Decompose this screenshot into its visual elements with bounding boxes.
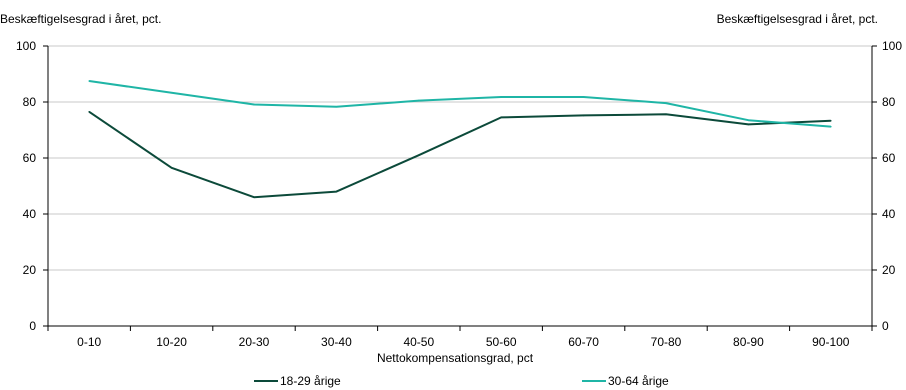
- left-y-tick-label: 80: [23, 95, 37, 109]
- data-point: [747, 119, 750, 121]
- data-point: [747, 123, 750, 126]
- right-y-tick-label: 20: [882, 263, 896, 277]
- left-y-tick-label: 0: [29, 319, 36, 333]
- data-point: [582, 96, 585, 98]
- data-point: [253, 103, 255, 106]
- left-y-tick-label: 60: [23, 151, 37, 165]
- left-y-axis: 0 20 40 60 80 100: [16, 39, 49, 333]
- data-point: [830, 119, 832, 122]
- left-y-tick-label: 40: [23, 207, 37, 221]
- legend-label-2: 30-64 årige: [608, 374, 669, 388]
- data-point: [500, 96, 503, 98]
- right-y-tick-label: 0: [882, 319, 889, 333]
- data-point: [665, 102, 667, 104]
- series-lines: [88, 80, 832, 199]
- data-point: [830, 125, 832, 128]
- x-tick-label: 40-50: [403, 335, 434, 349]
- y-axis-title-right: Beskæftigelsesgrad i året, pct.: [717, 12, 878, 26]
- x-tick-label: 20-30: [239, 335, 270, 349]
- data-point: [88, 111, 90, 113]
- x-tick-label: 70-80: [651, 335, 682, 349]
- x-axis: 0-10 10-20 20-30 30-40 40-50 50-60 60-70 70-80 8…: [47, 325, 873, 349]
- x-tick-label: 60-70: [568, 335, 599, 349]
- gridlines: [48, 45, 872, 327]
- x-tick-label: 0-10: [77, 335, 101, 349]
- right-y-tick-label: 60: [882, 151, 896, 165]
- data-point: [665, 113, 667, 116]
- data-point: [335, 190, 338, 193]
- data-point: [253, 196, 255, 198]
- data-point: [170, 167, 173, 169]
- x-tick-label: 80-90: [733, 335, 764, 349]
- left-y-tick-label: 100: [16, 39, 36, 53]
- left-y-tick-label: 20: [23, 263, 37, 277]
- x-axis-title: Nettokompensationsgrad, pct: [377, 351, 534, 365]
- legend-label-1: 18-29 årige: [280, 374, 341, 388]
- data-point: [335, 105, 338, 108]
- right-y-tick-label: 80: [882, 95, 896, 109]
- x-tick-label: 50-60: [486, 335, 517, 349]
- right-y-tick-label: 100: [882, 39, 902, 53]
- data-point: [500, 116, 503, 119]
- x-tick-label: 30-40: [321, 335, 352, 349]
- x-tick-label: 90-100: [812, 335, 850, 349]
- right-y-tick-label: 40: [882, 207, 896, 221]
- data-point: [418, 154, 420, 156]
- data-point: [170, 91, 173, 94]
- data-point: [418, 99, 420, 102]
- series-line-2: [89, 80, 831, 128]
- data-point: [88, 80, 90, 82]
- series-line-1: [88, 110, 831, 199]
- legend: 18-29 årige 30-64 årige: [254, 374, 669, 388]
- y-axis-title-left: Beskæftigelsesgrad i året, pct.: [0, 12, 161, 26]
- data-point: [582, 114, 585, 117]
- right-y-axis: 0 20 40 60 80 100: [871, 39, 902, 333]
- x-tick-label: 10-20: [156, 335, 187, 349]
